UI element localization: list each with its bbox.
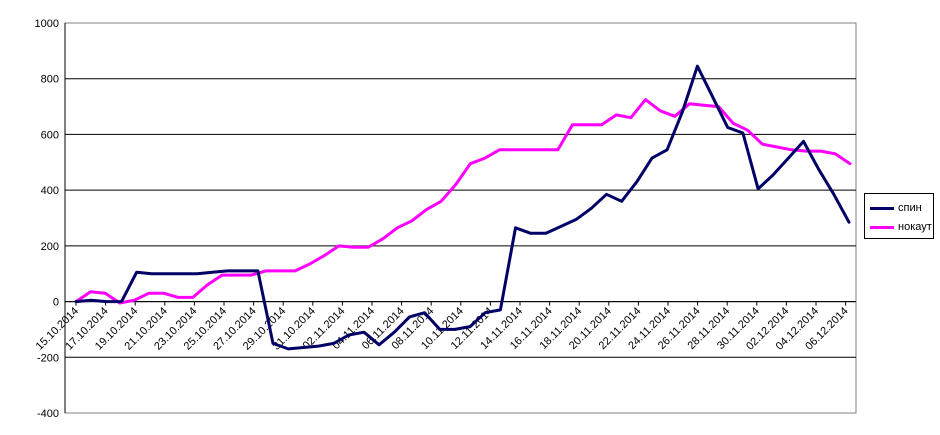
series-line-spin (74, 64, 851, 351)
plot-area (64, 22, 857, 414)
y-tick-label: 0 (53, 297, 59, 309)
y-tick-label: -200 (37, 352, 59, 364)
y-tick-label: 1000 (35, 18, 59, 30)
y-tick-label: 200 (41, 241, 59, 253)
legend-label-spin: спин (898, 202, 922, 214)
legend-label-nokaut: нокаут (898, 221, 932, 233)
y-tick-label: 400 (41, 185, 59, 197)
series-lines (74, 64, 852, 351)
series-line-nokaut (74, 98, 852, 305)
legend: спин нокаут (864, 193, 934, 239)
y-tick-labels: -400 -200 0 200 400 600 800 1000 (35, 18, 59, 420)
legend-swatch-spin (870, 206, 894, 210)
y-tick-label: 800 (41, 74, 59, 86)
legend-item-spin: спин (870, 201, 922, 215)
legend-swatch-nokaut (870, 225, 894, 229)
legend-item-nokaut: нокаут (870, 220, 932, 234)
y-tick-label: 600 (41, 129, 59, 141)
y-tick-label: -400 (37, 408, 59, 420)
